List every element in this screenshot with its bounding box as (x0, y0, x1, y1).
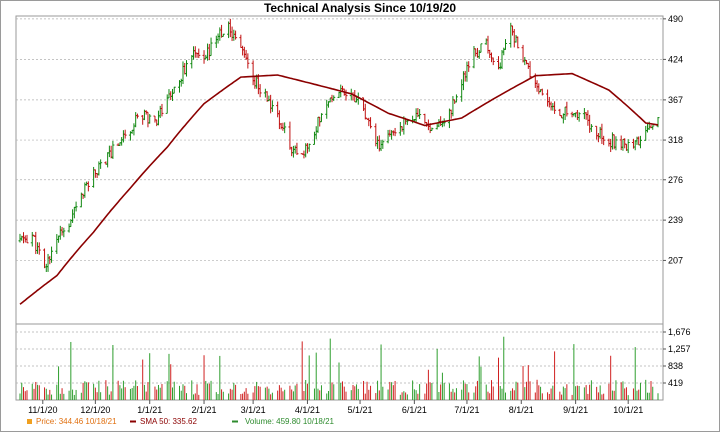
volume-tick-label: 1,257 (668, 344, 691, 354)
legend-sma50: SMA 50: 335.62 (130, 417, 197, 426)
x-tick-label: 10/1/21 (613, 405, 643, 415)
x-tick-label: 2/1/21 (192, 405, 217, 415)
x-tick-label: 4/1/21 (295, 405, 320, 415)
price-tick-label: 276 (668, 175, 683, 185)
volume-axis-ticks: 419 838 1,257 1,676 (663, 327, 691, 388)
price-tick-label: 207 (668, 255, 683, 265)
price-tick-label: 424 (668, 54, 683, 64)
x-tick-label: 3/1/21 (241, 405, 266, 415)
price-tick-label: 490 (668, 14, 683, 24)
x-tick-label: 12/1/20 (80, 405, 110, 415)
price-ohlc-bars (18, 18, 660, 273)
x-tick-label: 8/1/21 (509, 405, 534, 415)
legend-price: Price: 344.46 10/18/21 (27, 417, 117, 426)
x-tick-label: 6/1/21 (402, 405, 427, 415)
x-tick-label: 11/1/20 (28, 405, 57, 415)
x-tick-label: 7/1/21 (454, 405, 479, 415)
x-axis-ticks: 11/1/20 12/1/20 1/1/21 2/1/21 3/1/21 4/1/21 5/… (28, 400, 643, 415)
sma50-line (19, 72, 659, 305)
legend-sma50-label: SMA 50: 335.62 (140, 417, 197, 426)
price-tick-label: 318 (668, 135, 683, 145)
x-tick-label: 9/1/21 (563, 405, 588, 415)
legend: Price: 344.46 10/18/21 SMA 50: 335.62 Vo… (27, 417, 335, 426)
price-tick-label: 367 (668, 95, 683, 105)
price-gridlines (16, 18, 663, 261)
chart-title: Technical Analysis Since 10/19/20 (263, 1, 457, 15)
legend-price-label: Price: 344.46 10/18/21 (36, 417, 117, 426)
volume-tick-label: 419 (668, 378, 683, 388)
volume-tick-label: 838 (668, 361, 683, 371)
legend-volume-label: Volume: 459.80 10/18/21 (245, 417, 335, 426)
price-axis-ticks: 207 239 276 318 367 424 490 (663, 14, 683, 265)
price-panel-border (15, 15, 664, 325)
volume-bars (19, 336, 659, 400)
x-tick-label: 5/1/21 (348, 405, 373, 415)
x-tick-label: 1/1/21 (137, 405, 162, 415)
legend-volume: Volume: 459.80 10/18/21 (232, 417, 335, 426)
price-tick-label: 239 (668, 215, 683, 225)
volume-tick-label: 1,676 (668, 327, 691, 337)
legend-price-swatch (27, 419, 32, 424)
